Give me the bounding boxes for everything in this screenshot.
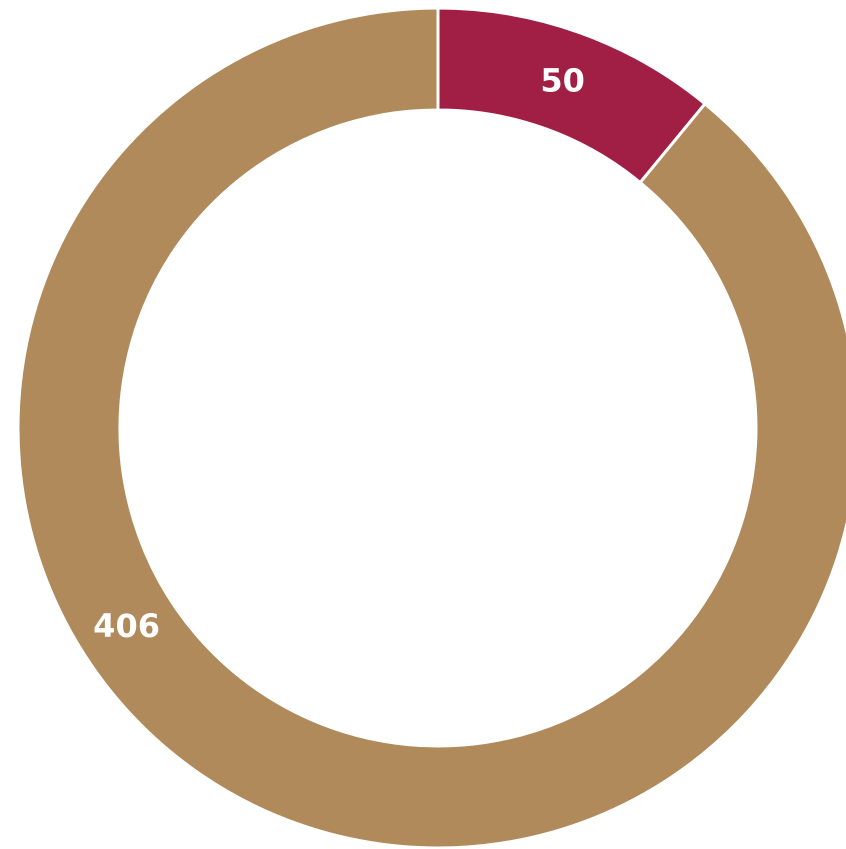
donut-labels: 50 406	[93, 62, 585, 645]
donut-slice-406	[16, 6, 846, 849]
donut-slice-label-50: 50	[540, 62, 585, 100]
donut-slice-label-406: 406	[93, 607, 160, 645]
donut-slices	[16, 6, 846, 849]
